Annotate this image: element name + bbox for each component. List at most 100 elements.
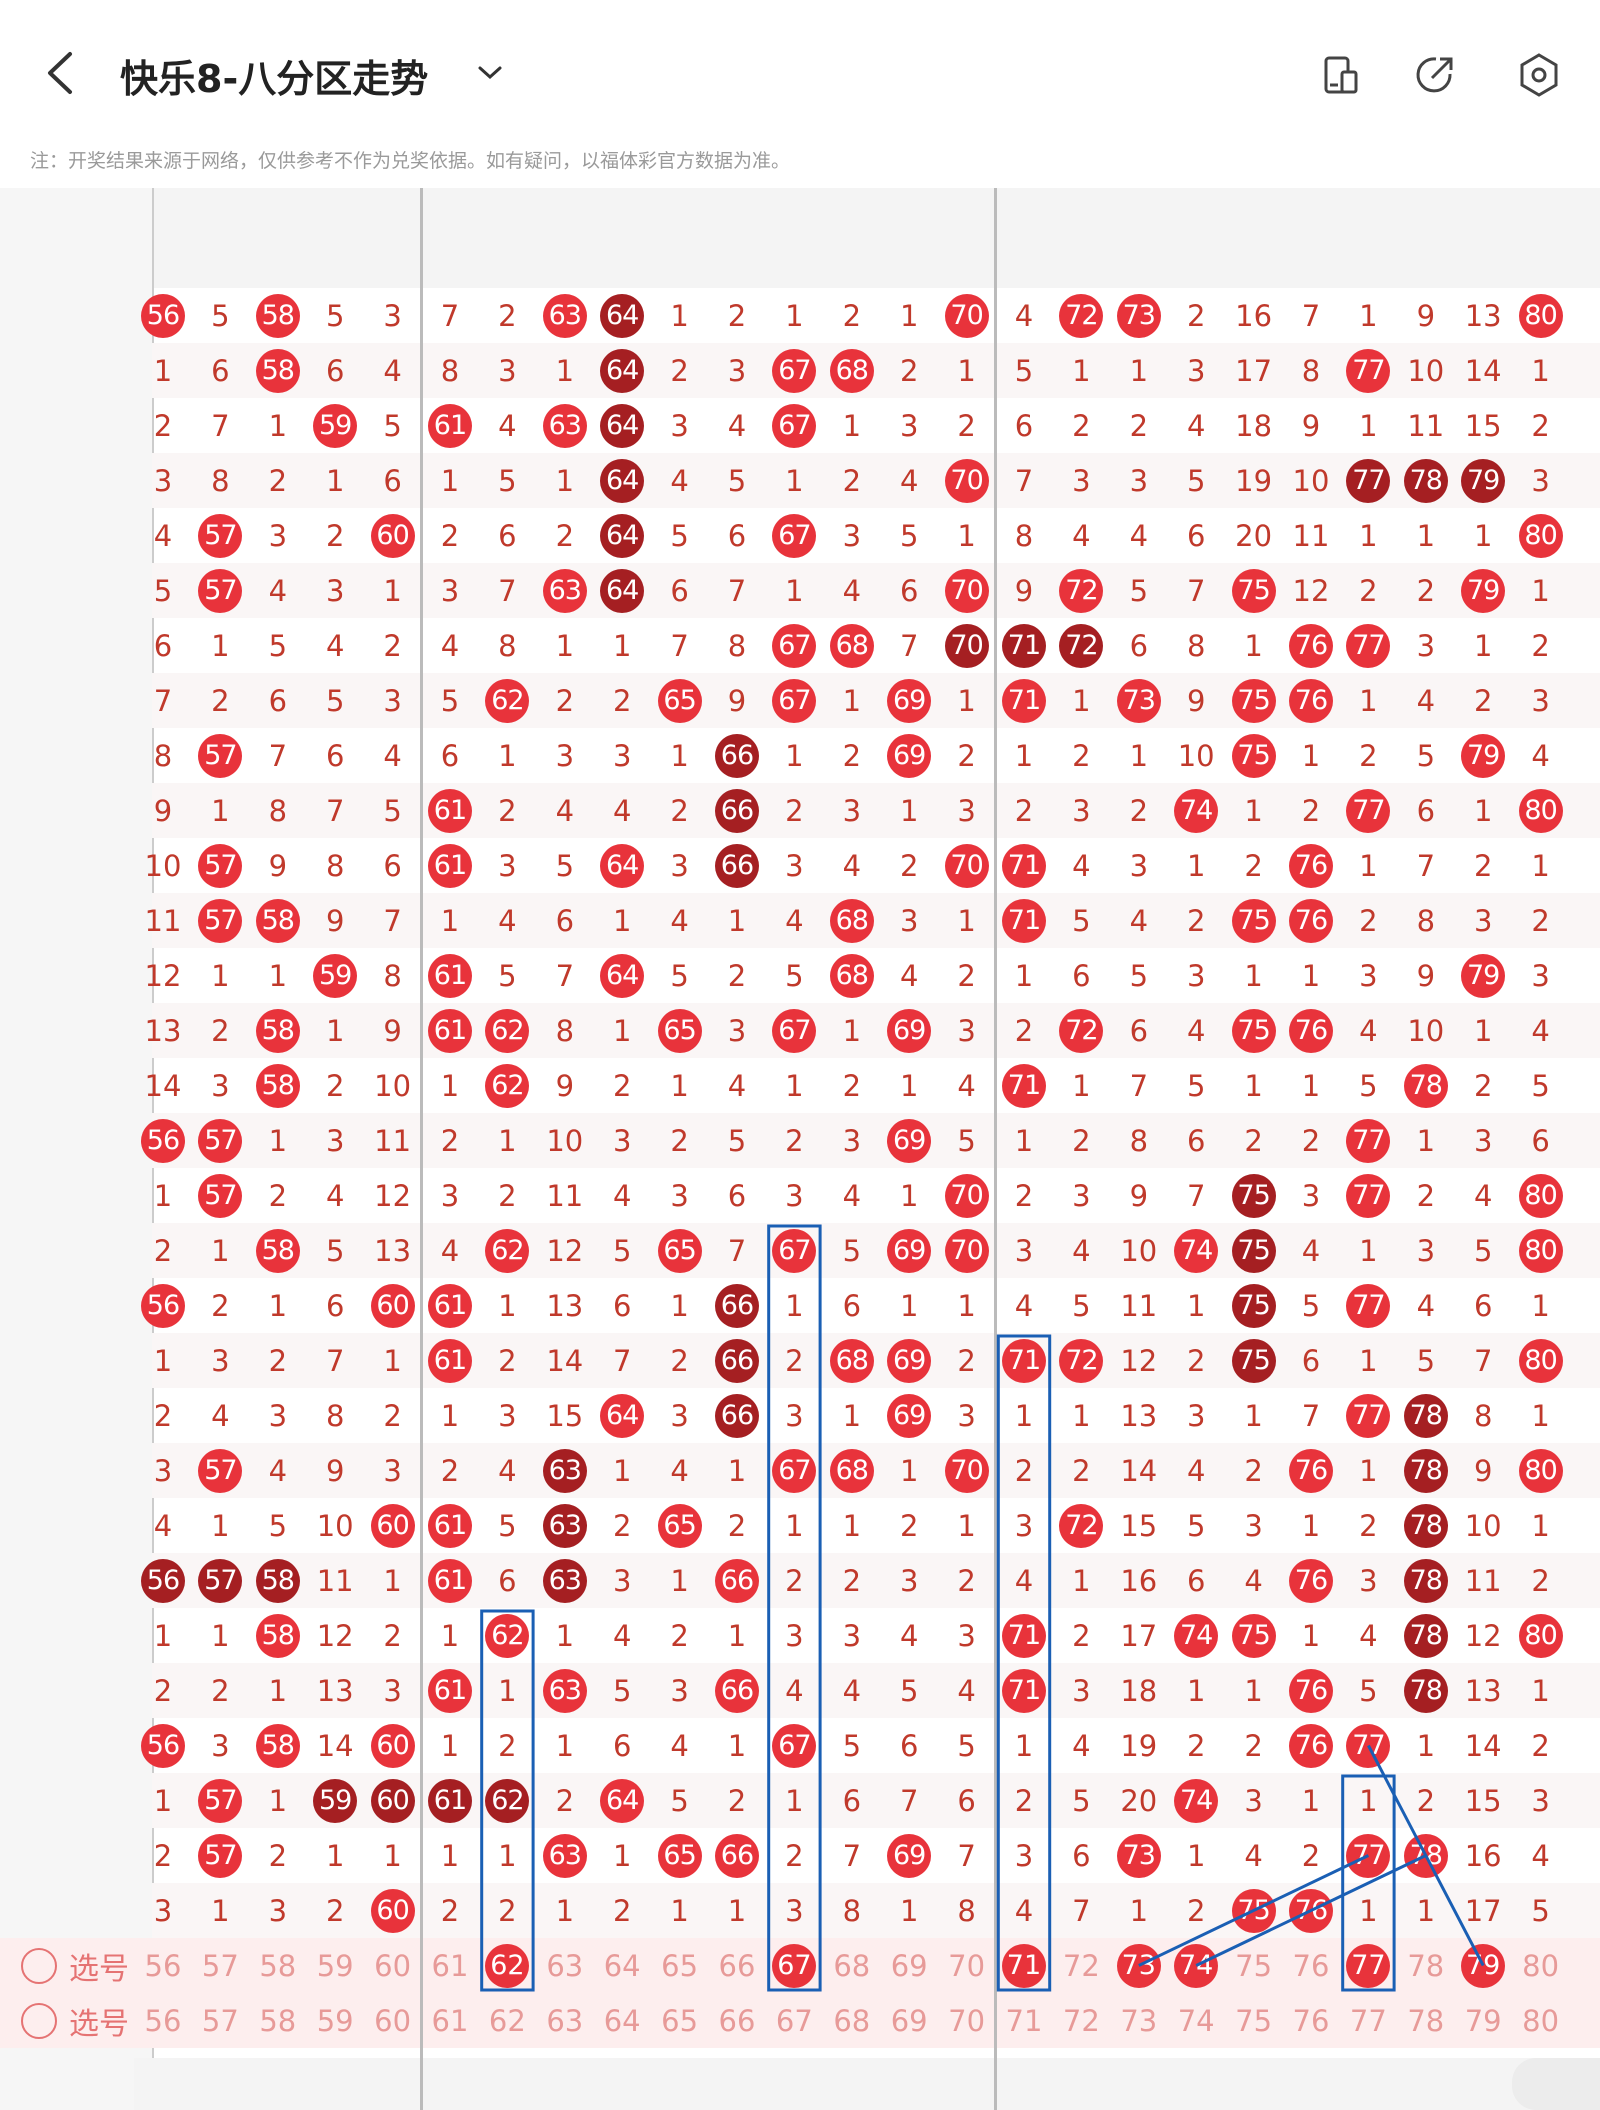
ball-number: 80 xyxy=(1518,513,1563,558)
miss-value: 1 xyxy=(727,1728,747,1763)
select-row-label[interactable]: 选号 xyxy=(0,1993,150,2048)
miss-value: 12 xyxy=(1464,1618,1502,1653)
select-number-64[interactable]: 64 xyxy=(594,1993,651,2048)
page-title[interactable]: 快乐8-八分区走势 xyxy=(120,57,429,101)
select-number-73[interactable]: 73 xyxy=(1110,1938,1167,1993)
select-number-68[interactable]: 68 xyxy=(823,1938,880,1993)
select-number-60[interactable]: 60 xyxy=(364,1938,421,1993)
select-number-76[interactable]: 76 xyxy=(1282,1938,1339,1993)
select-number-63[interactable]: 63 xyxy=(536,1938,593,1993)
select-number-72[interactable]: 72 xyxy=(1053,1938,1110,1993)
miss-value: 3 xyxy=(1531,1783,1550,1818)
select-number-67[interactable]: 67 xyxy=(766,1993,823,2048)
column-header-66 xyxy=(708,243,765,288)
select-number-59[interactable]: 59 xyxy=(307,1938,364,1993)
select-number-56[interactable]: 56 xyxy=(134,1993,191,2048)
miss-count: 1 xyxy=(881,1443,938,1498)
select-number-66[interactable]: 66 xyxy=(708,1938,765,1993)
ball-number: 68 xyxy=(829,898,874,943)
drawn-ball: 70 xyxy=(938,288,995,343)
select-number-72[interactable]: 72 xyxy=(1053,1993,1110,2048)
miss-value: 3 xyxy=(1473,1123,1493,1158)
miss-value: 1 xyxy=(842,1013,862,1048)
miss-count: 3 xyxy=(1110,453,1167,508)
ball-number: 71 xyxy=(1001,1063,1046,1108)
miss-value: 13 xyxy=(316,1673,354,1708)
select-number-66[interactable]: 66 xyxy=(708,1993,765,2048)
select-number-57[interactable]: 57 xyxy=(192,1993,249,2048)
select-number-79[interactable]: 79 xyxy=(1455,1993,1512,2048)
select-number-text: 58 xyxy=(259,2003,297,2038)
select-number-65[interactable]: 65 xyxy=(651,1938,708,1993)
miss-count: 9 xyxy=(307,893,364,948)
select-number-76[interactable]: 76 xyxy=(1282,1993,1339,2048)
miss-value: 1 xyxy=(785,1288,804,1323)
miss-value: 10 xyxy=(1407,353,1445,388)
select-number-75[interactable]: 75 xyxy=(1225,1993,1282,2048)
select-number-80[interactable]: 80 xyxy=(1512,1993,1569,2048)
select-number-58[interactable]: 58 xyxy=(249,1993,306,2048)
select-number-78[interactable]: 78 xyxy=(1397,1938,1454,1993)
settings-icon[interactable] xyxy=(1516,52,1562,98)
select-number-77[interactable]: 77 xyxy=(1340,1938,1397,1993)
share-icon[interactable] xyxy=(1412,52,1458,98)
select-number-71[interactable]: 71 xyxy=(995,1938,1052,1993)
select-number-59[interactable]: 59 xyxy=(307,1993,364,2048)
select-number-70[interactable]: 70 xyxy=(938,1993,995,2048)
drawn-ball: 57 xyxy=(192,1168,249,1223)
radio-circle-icon[interactable] xyxy=(21,1947,57,1984)
expand-button[interactable] xyxy=(1512,2058,1600,2110)
select-number-73[interactable]: 73 xyxy=(1110,1993,1167,2048)
select-number-65[interactable]: 65 xyxy=(651,1993,708,2048)
select-number-69[interactable]: 69 xyxy=(881,1938,938,1993)
select-number-56[interactable]: 56 xyxy=(134,1938,191,1993)
miss-count: 2 xyxy=(479,783,536,838)
ball-number: 61 xyxy=(427,403,472,448)
select-number-80[interactable]: 80 xyxy=(1512,1938,1569,1993)
select-number-58[interactable]: 58 xyxy=(249,1938,306,1993)
select-number-77[interactable]: 77 xyxy=(1340,1993,1397,2048)
select-number-67[interactable]: 67 xyxy=(766,1938,823,1993)
select-number-68[interactable]: 68 xyxy=(823,1993,880,2048)
select-number-63[interactable]: 63 xyxy=(536,1993,593,2048)
ball-number: 60 xyxy=(370,1723,415,1768)
miss-value: 1 xyxy=(440,1068,460,1103)
drawn-ball: 64 xyxy=(594,288,651,343)
select-number-74[interactable]: 74 xyxy=(1168,1993,1225,2048)
miss-value: 1 xyxy=(899,1453,919,1488)
select-number-70[interactable]: 70 xyxy=(938,1938,995,1993)
radio-circle-icon[interactable] xyxy=(21,2002,57,2039)
ball-number: 64 xyxy=(600,348,645,393)
ball-number: 57 xyxy=(198,568,243,613)
miss-count: 1 xyxy=(881,1058,938,1113)
ball-number: 64 xyxy=(600,953,645,998)
select-number-64[interactable]: 64 xyxy=(594,1938,651,1993)
drawn-ball: 58 xyxy=(249,1058,306,1113)
select-number-62[interactable]: 62 xyxy=(479,1993,536,2048)
miss-value: 4 xyxy=(1359,1013,1378,1048)
select-number-61[interactable]: 61 xyxy=(421,1938,478,1993)
ball-number: 65 xyxy=(657,1008,702,1053)
back-icon[interactable] xyxy=(40,50,80,96)
select-number-74[interactable]: 74 xyxy=(1168,1938,1225,1993)
miss-count: 1 xyxy=(938,508,995,563)
phone-layout-icon[interactable] xyxy=(1318,52,1364,98)
chevron-down-icon[interactable] xyxy=(475,60,505,84)
drawn-ball: 77 xyxy=(1340,1113,1397,1168)
miss-count: 1 xyxy=(364,1828,421,1883)
select-number-71[interactable]: 71 xyxy=(995,1993,1052,2048)
period-header[interactable] xyxy=(0,188,150,288)
select-number-60[interactable]: 60 xyxy=(364,1993,421,2048)
select-number-75[interactable]: 75 xyxy=(1225,1938,1282,1993)
miss-count: 1 xyxy=(1340,1773,1397,1828)
select-number-57[interactable]: 57 xyxy=(192,1938,249,1993)
miss-count: 4 xyxy=(651,893,708,948)
select-number-61[interactable]: 61 xyxy=(421,1993,478,2048)
select-number-79[interactable]: 79 xyxy=(1455,1938,1512,1993)
select-row-label[interactable]: 选号 xyxy=(0,1938,150,1993)
select-number-62[interactable]: 62 xyxy=(479,1938,536,1993)
select-number-69[interactable]: 69 xyxy=(881,1993,938,2048)
ball-number: 76 xyxy=(1288,1558,1333,1603)
select-number-78[interactable]: 78 xyxy=(1397,1993,1454,2048)
drawn-ball: 66 xyxy=(708,1388,765,1443)
